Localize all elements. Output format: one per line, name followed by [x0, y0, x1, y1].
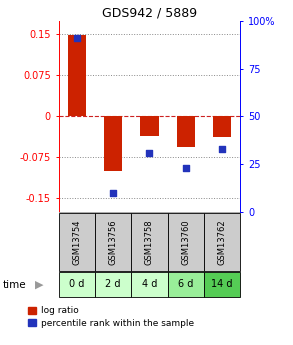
Bar	[59, 213, 95, 271]
Text: GSM13758: GSM13758	[145, 219, 154, 265]
Text: 6 d: 6 d	[178, 279, 193, 289]
Point	[220, 146, 224, 152]
Text: GSM13754: GSM13754	[72, 219, 81, 265]
Point	[74, 35, 79, 41]
Bar	[213, 117, 231, 137]
Text: time: time	[3, 280, 27, 290]
Bar	[95, 213, 131, 271]
Text: 4 d: 4 d	[142, 279, 157, 289]
Bar	[168, 272, 204, 297]
Bar	[140, 117, 159, 136]
Point	[183, 165, 188, 171]
Text: 2 d: 2 d	[105, 279, 121, 289]
Bar	[168, 213, 204, 271]
Bar	[68, 35, 86, 117]
Bar	[104, 117, 122, 171]
Bar	[204, 272, 240, 297]
Bar	[177, 117, 195, 147]
Text: GSM13756: GSM13756	[109, 219, 117, 265]
Text: 0 d: 0 d	[69, 279, 84, 289]
Bar	[204, 213, 240, 271]
Bar	[131, 213, 168, 271]
Legend: log ratio, percentile rank within the sample: log ratio, percentile rank within the sa…	[28, 306, 194, 328]
Text: ▶: ▶	[35, 280, 44, 290]
Point	[147, 150, 152, 156]
Text: 14 d: 14 d	[211, 279, 233, 289]
Text: GSM13762: GSM13762	[218, 219, 226, 265]
Text: GSM13760: GSM13760	[181, 219, 190, 265]
Bar	[131, 272, 168, 297]
Title: GDS942 / 5889: GDS942 / 5889	[102, 7, 197, 20]
Point	[111, 190, 115, 196]
Bar	[95, 272, 131, 297]
Bar	[59, 272, 95, 297]
